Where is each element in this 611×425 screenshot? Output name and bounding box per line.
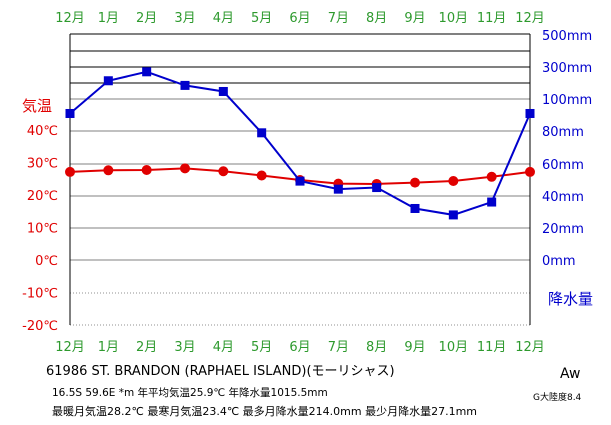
month-label: 10月 [439,340,469,355]
month-label: 2月 [136,11,157,26]
station-title: 61986 ST. BRANDON (RAPHAEL ISLAND)(モーリシャ… [46,364,395,379]
temperature-tick-labels: 40℃ 30℃ 20℃ 10℃ 0℃ -10℃ -20℃ [22,124,58,334]
month-label: 2月 [136,340,157,355]
station-summary-line2: 最暖月気温28.2℃ 最寒月気温23.4℃ 最多月降水量214.0mm 最少月降… [52,405,478,418]
precipitation-point [65,108,75,118]
month-label: 1月 [98,11,119,26]
temperature-tick-label: 30℃ [27,157,58,172]
precipitation-point [333,184,343,194]
month-label: 7月 [328,340,349,355]
precipitation-point [142,67,152,77]
temperature-point [218,166,229,177]
temperature-point [65,166,75,177]
month-label: 11月 [477,340,507,355]
month-label: 12月 [515,11,545,26]
month-label: 4月 [213,11,234,26]
temperature-point [410,177,420,188]
precipitation-tick-label: 300mm [542,61,592,76]
month-label: 12月 [55,11,85,26]
precipitation-tick-label: 0mm [542,254,576,269]
temperature-point [256,170,267,181]
temperature-axis-label: 気温 [22,97,52,115]
temperature-tick-label: 40℃ [27,124,58,139]
month-label: 4月 [213,340,234,355]
temperature-point [525,166,535,177]
temperature-point [486,171,497,182]
temperature-tick-label: 20℃ [27,189,58,204]
month-label: 7月 [328,11,349,26]
temperature-tick-label: -10℃ [22,287,58,302]
temperature-tick-label: 10℃ [27,222,58,237]
precipitation-point [218,86,228,96]
month-label: 1月 [98,340,119,355]
precipitation-series [65,67,535,220]
precipitation-point [487,197,497,207]
month-label: 12月 [515,340,545,355]
station-summary-line1: 16.5S 59.6E *m 年平均気温25.9℃ 年降水量1015.5mm [52,387,328,399]
precipitation-axis-label: 降水量 [548,290,593,308]
precipitation-tick-label: 100mm [542,93,592,108]
continentality-index: G大陸度8.4 [533,393,582,403]
precipitation-tick-label: 500mm [542,29,592,44]
precipitation-point [410,203,420,213]
month-label: 11月 [477,11,507,26]
precipitation-point [448,210,458,220]
precipitation-point [180,80,190,90]
month-label: 3月 [174,11,195,26]
grid-lines [70,33,530,326]
temperature-point [141,164,152,175]
month-label: 9月 [404,340,425,355]
temperature-point [448,176,459,187]
month-label: 10月 [439,11,469,26]
precipitation-tick-label: 40mm [542,190,584,205]
precipitation-tick-label: 60mm [542,158,584,173]
month-label: 6月 [289,340,310,355]
month-label: 6月 [289,11,310,26]
precipitation-tick-label: 80mm [542,125,584,140]
month-label: 8月 [366,340,387,355]
precipitation-point [295,176,305,186]
month-label: 12月 [55,340,85,355]
temperature-point [103,165,114,176]
month-label: 3月 [174,340,195,355]
climate-classification: Aw [560,366,581,382]
temperature-point [180,163,190,174]
month-label: 5月 [251,340,272,355]
temperature-tick-label: 0℃ [35,254,58,269]
chart-axes [69,34,531,325]
temperature-tick-label: -20℃ [22,319,58,334]
month-label: 9月 [404,11,425,26]
precipitation-line [69,70,531,216]
precipitation-point [103,76,113,86]
precipitation-point [372,183,382,193]
month-label: 5月 [251,11,272,26]
precipitation-tick-label: 20mm [542,222,584,237]
month-labels-top: 12月 1月 2月 3月 4月 5月 6月 7月 8月 9月 10月 11月 12月 [55,11,545,26]
month-label: 8月 [366,11,387,26]
month-labels-bottom: 12月 1月 2月 3月 4月 5月 6月 7月 8月 9月 10月 11月 12月 [55,340,545,355]
precipitation-point [257,128,267,138]
precipitation-tick-labels: 500mm 300mm 100mm 80mm 60mm 40mm 20mm 0mm [542,29,592,269]
precipitation-point [525,108,535,118]
